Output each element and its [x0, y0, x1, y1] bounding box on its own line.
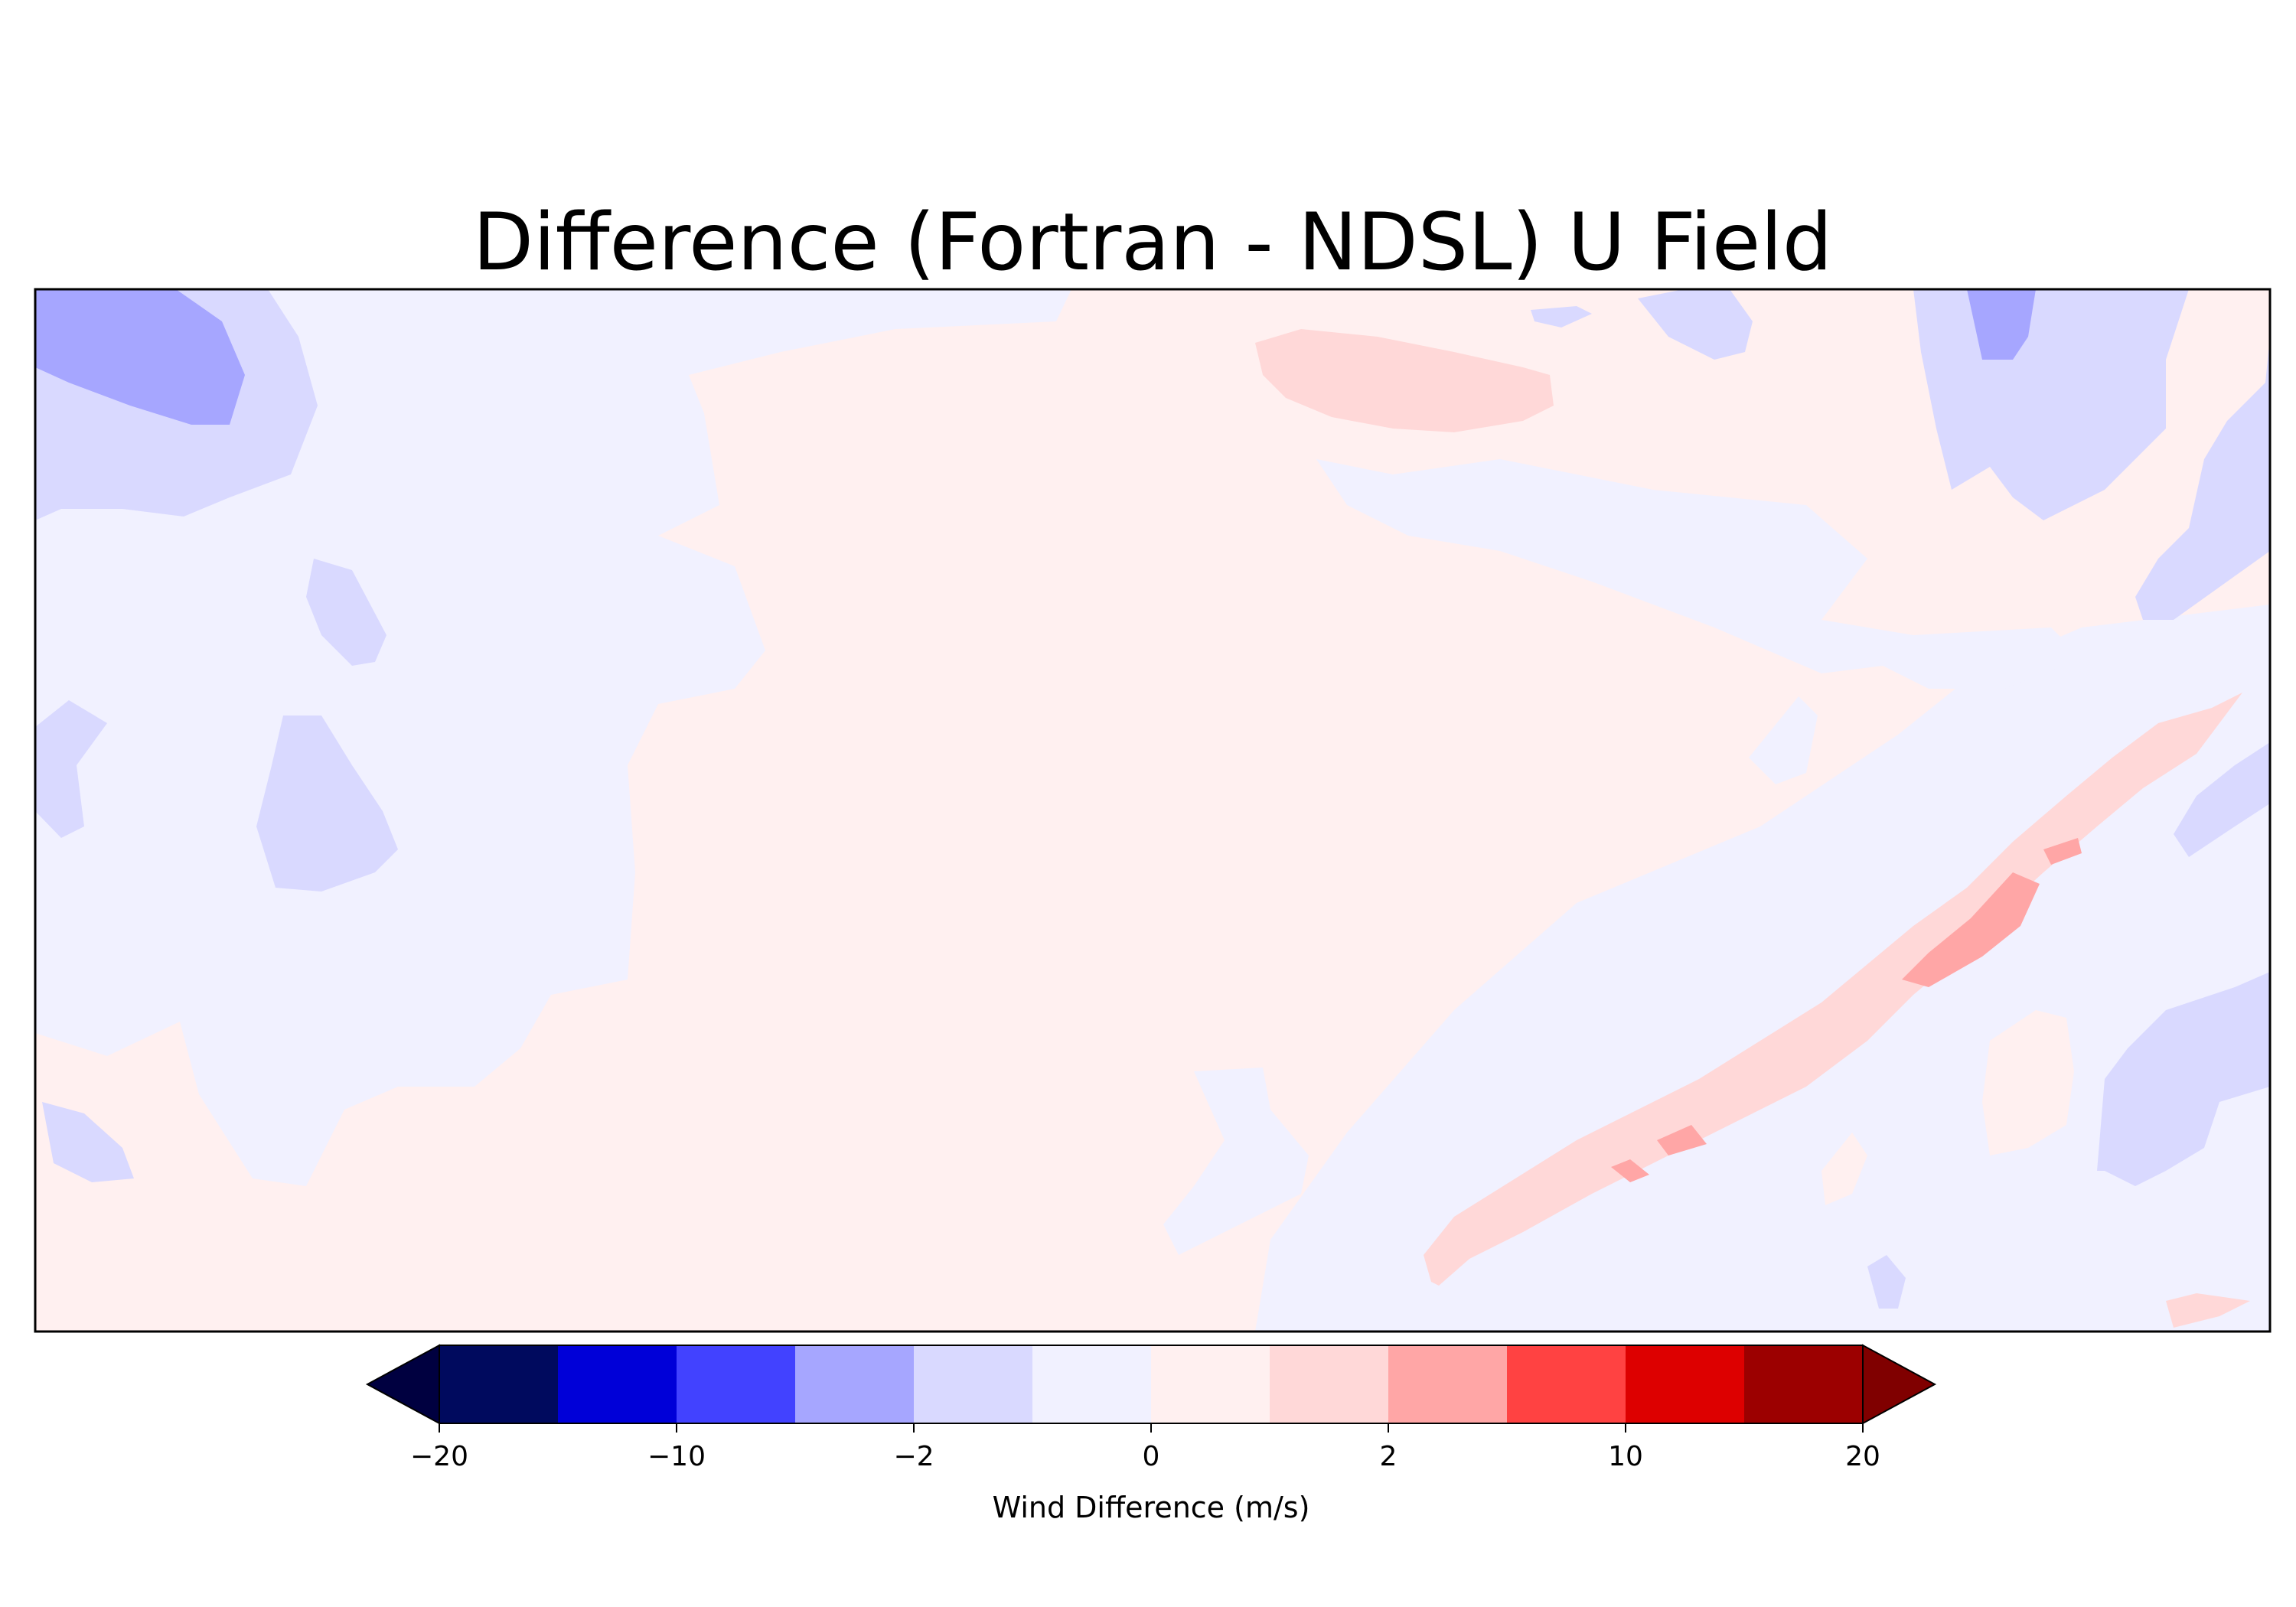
field-negative-bottom-small — [1867, 1255, 1906, 1309]
colorbar-segment — [795, 1345, 915, 1423]
field-positive-band-core-1 — [1902, 872, 2040, 987]
colorbar-tick-label: −2 — [893, 1441, 934, 1472]
field-negative-lower-left — [42, 1102, 134, 1182]
field-negative-upper-right-core — [1967, 289, 2036, 360]
field-positive-lower-right-2 — [1821, 1133, 1867, 1205]
colorbar-tick-label: −20 — [410, 1441, 468, 1472]
field-negative-right-mid — [2174, 742, 2270, 857]
colorbar-segment — [558, 1345, 677, 1423]
colorbar-over-extension — [1862, 1344, 1937, 1425]
field-positive-top-patch — [1255, 329, 1554, 432]
field-positive-band-core-3 — [1657, 1125, 1707, 1156]
field-positive-band-core-4 — [1611, 1159, 1649, 1182]
colorbar-segment — [914, 1345, 1033, 1423]
field-positive-diagonal-band — [1424, 693, 2242, 1286]
colorbar-tick-label: 0 — [1143, 1441, 1160, 1472]
field-negative-upper-left-core — [35, 289, 245, 425]
colorbar-segment — [439, 1345, 559, 1423]
colorbar-segment — [1507, 1345, 1626, 1423]
field-negative-top-center — [1316, 459, 2082, 689]
colorbar-segment — [1388, 1345, 1508, 1423]
field-positive-band-core-2 — [2043, 838, 2082, 865]
field-negative-top-small — [1638, 289, 1753, 360]
colorbar-segment — [1151, 1345, 1270, 1423]
colorbar-label: Wind Difference (m/s) — [993, 1491, 1310, 1524]
plot-frame — [34, 288, 2272, 1333]
plot-area — [35, 289, 2270, 1332]
colorbar-tick-label: 10 — [1608, 1441, 1643, 1472]
colorbar-segment — [1626, 1345, 1745, 1423]
field-negative-left-2 — [256, 715, 398, 892]
colorbar-tick-label: −10 — [647, 1441, 706, 1472]
field-positive-bottom-right — [2166, 1293, 2250, 1328]
colorbar-segment — [1270, 1345, 1389, 1423]
field-negative-mid-right — [1749, 696, 1818, 784]
field-negative-left-3 — [35, 700, 107, 838]
chart-title: Difference (Fortran - NDSL) U Field — [473, 197, 1833, 288]
field-negative-left-1 — [306, 559, 386, 666]
field-negative-lower-center — [1163, 1068, 1309, 1255]
colorbar-segment — [677, 1345, 796, 1423]
field-positive-lower-right-1 — [1982, 1010, 2074, 1156]
colorbar-tick-label: 2 — [1380, 1441, 1397, 1472]
colorbar-segment — [1032, 1345, 1152, 1423]
colorbar-tick-label: 20 — [1845, 1441, 1880, 1472]
colorbar: −20 −10 −2 0 2 10 20 Wind Difference (m/s) — [365, 1344, 1937, 1524]
field-negative-lower-right — [2097, 972, 2270, 1186]
colorbar-under-extension — [365, 1344, 440, 1425]
field-negative-right-edge — [2135, 337, 2270, 620]
field-negative-top-small-2 — [1531, 306, 1592, 328]
colorbar-segment — [1744, 1345, 1864, 1423]
